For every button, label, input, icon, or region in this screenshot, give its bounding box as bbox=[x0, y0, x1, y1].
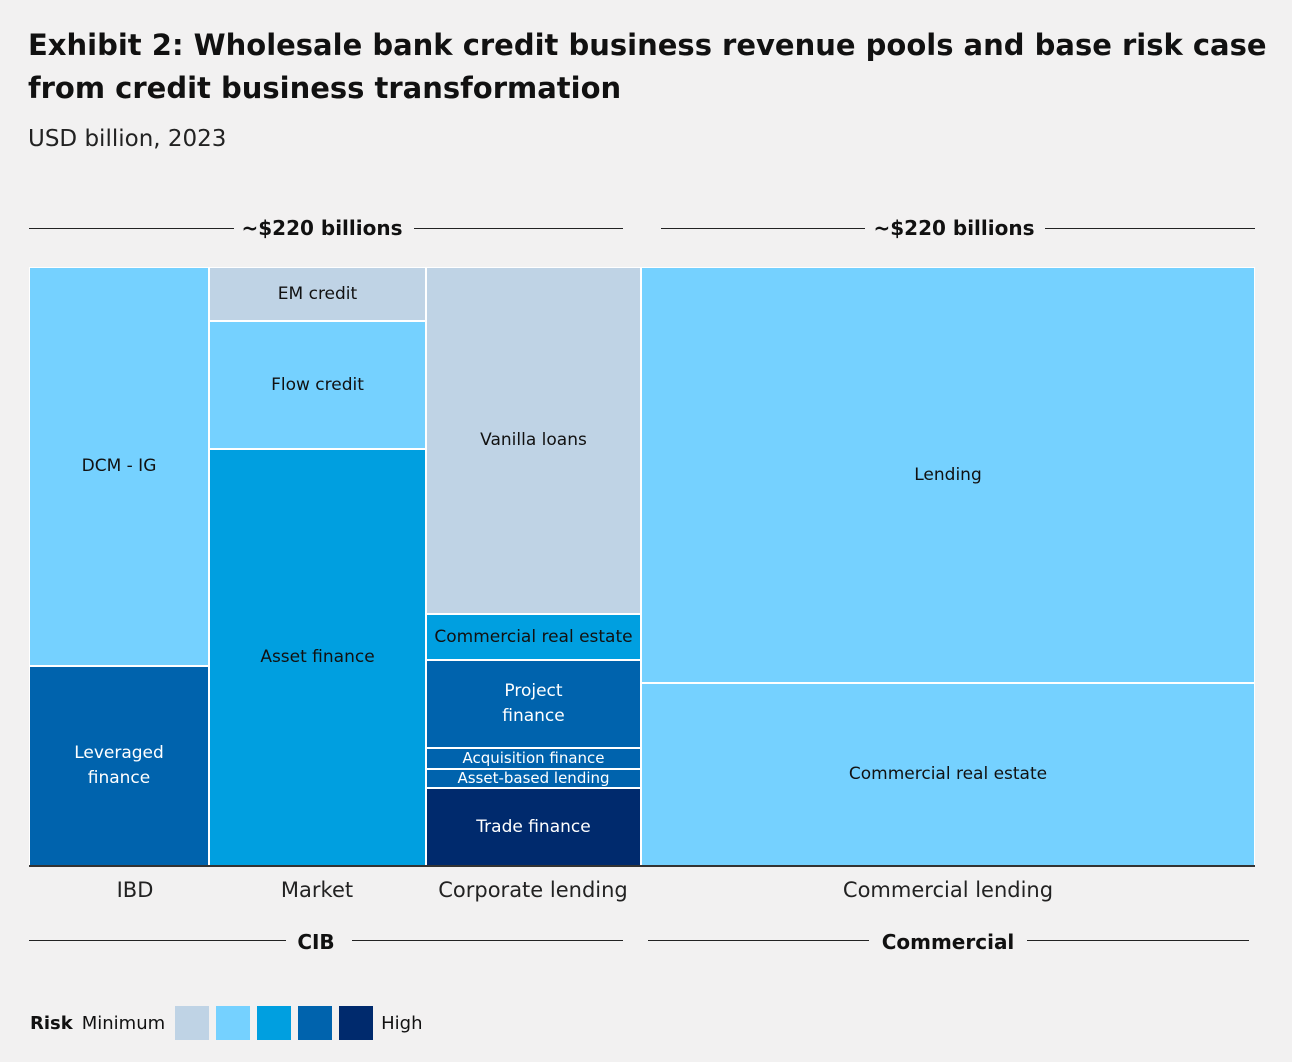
legend-swatch-risk-5 bbox=[339, 1006, 374, 1040]
cib-group-label: CIB bbox=[297, 930, 335, 954]
segment-trade-finance: Trade finance bbox=[426, 788, 641, 866]
category-label-corporate-lending: Corporate lending bbox=[438, 878, 628, 902]
segment-label: Acquisition finance bbox=[462, 749, 605, 767]
cib-total-label: ~$220 billions bbox=[241, 216, 403, 240]
segment-label: Trade finance bbox=[476, 816, 591, 837]
segment-asset-finance: Asset finance bbox=[209, 449, 426, 866]
segment-label: DCM - IG bbox=[81, 456, 157, 476]
bracket-line bbox=[352, 940, 623, 941]
segment-em-credit: EM credit bbox=[209, 267, 426, 321]
segment-label: Leveraged finance bbox=[74, 743, 164, 788]
bracket-line bbox=[29, 940, 286, 941]
segment-label: Flow credit bbox=[271, 374, 364, 395]
chart-title: Exhibit 2: Wholesale bank credit busines… bbox=[28, 28, 1267, 105]
category-label-market: Market bbox=[280, 878, 354, 902]
segment-label: Asset finance bbox=[260, 647, 375, 667]
category-label-ibd: IBD bbox=[116, 878, 154, 902]
legend-swatch-risk-2 bbox=[216, 1006, 251, 1040]
legend-title: Risk bbox=[30, 1012, 73, 1034]
category-label-commercial-lending: Commercial lending bbox=[842, 878, 1054, 902]
segment-flow-credit: Flow credit bbox=[209, 321, 426, 449]
chart-baseline bbox=[29, 865, 1255, 867]
legend-swatch-risk-3 bbox=[257, 1006, 292, 1040]
commercial-total-label: ~$220 billions bbox=[873, 216, 1035, 240]
legend-max-label: High bbox=[381, 1012, 423, 1034]
segment-label: Lending bbox=[914, 464, 982, 485]
bracket-line bbox=[414, 228, 623, 229]
bracket-line bbox=[1027, 940, 1249, 941]
segment-asset-based-lending: Asset-based lending bbox=[426, 769, 641, 788]
segment-label: Vanilla loans bbox=[480, 430, 587, 450]
risk-legend: Risk Minimum High bbox=[30, 1006, 423, 1040]
legend-min-label: Minimum bbox=[81, 1012, 166, 1034]
legend-swatch-risk-4 bbox=[298, 1006, 333, 1040]
segment-leveraged-finance: Leveraged finance bbox=[29, 666, 209, 866]
legend-swatch-risk-1 bbox=[175, 1006, 210, 1040]
bracket-line bbox=[661, 228, 865, 229]
segment-dcm-ig: DCM - IG bbox=[29, 267, 209, 666]
chart-subtitle: USD billion, 2023 bbox=[28, 126, 227, 152]
bracket-line bbox=[648, 940, 869, 941]
segment-label: Asset-based lending bbox=[457, 769, 610, 787]
segment-commercial-real-estate: Commercial real estate bbox=[641, 683, 1255, 866]
segment-project-finance: Project finance bbox=[426, 660, 641, 748]
bracket-line bbox=[1045, 228, 1255, 229]
segment-lending: Lending bbox=[641, 267, 1255, 683]
segment-label: EM credit bbox=[277, 283, 358, 304]
segment-label: Project finance bbox=[502, 681, 565, 726]
segment-acquisition-finance: Acquisition finance bbox=[426, 748, 641, 769]
segment-commercial-real-estate: Commercial real estate bbox=[426, 614, 641, 660]
segment-vanilla-loans: Vanilla loans bbox=[426, 267, 641, 614]
segment-label: Commercial real estate bbox=[434, 626, 633, 647]
segment-label: Commercial real estate bbox=[848, 764, 1048, 784]
commercial-group-label: Commercial bbox=[881, 930, 1015, 954]
bracket-line bbox=[29, 228, 234, 229]
